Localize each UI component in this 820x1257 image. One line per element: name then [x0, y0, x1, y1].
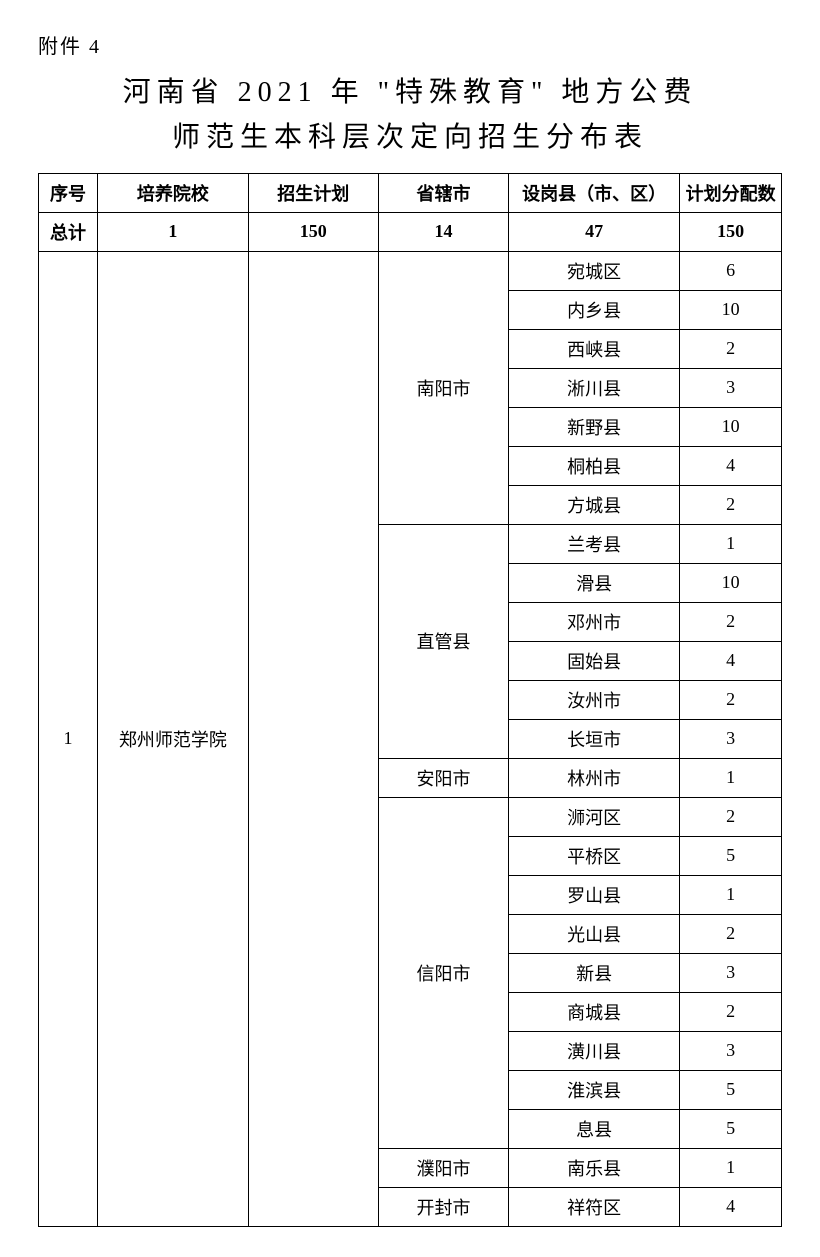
body-school: 郑州师范学院	[98, 251, 249, 1226]
body-allocation: 5	[680, 1109, 782, 1148]
body-city: 信阳市	[378, 797, 508, 1148]
body-allocation: 3	[680, 719, 782, 758]
table-row: 1郑州师范学院南阳市宛城区6	[39, 251, 782, 290]
body-allocation: 1	[680, 758, 782, 797]
table-header-row: 序号 培养院校 招生计划 省辖市 设岗县（市、区） 计划分配数	[39, 173, 782, 212]
body-county: 淮滨县	[509, 1070, 680, 1109]
body-county: 光山县	[509, 914, 680, 953]
total-county: 47	[509, 212, 680, 251]
body-county: 滑县	[509, 563, 680, 602]
body-allocation: 4	[680, 1187, 782, 1226]
body-city: 南阳市	[378, 251, 508, 524]
body-allocation: 1	[680, 875, 782, 914]
body-county: 邓州市	[509, 602, 680, 641]
body-city: 濮阳市	[378, 1148, 508, 1187]
total-allocation: 150	[680, 212, 782, 251]
body-allocation: 5	[680, 1070, 782, 1109]
body-city: 直管县	[378, 524, 508, 758]
body-county: 汝州市	[509, 680, 680, 719]
body-county: 息县	[509, 1109, 680, 1148]
body-county: 兰考县	[509, 524, 680, 563]
title-line-2: 师范生本科层次定向招生分布表	[172, 122, 648, 153]
header-plan: 招生计划	[248, 173, 378, 212]
body-seq: 1	[39, 251, 98, 1226]
title-line-1: 河南省 2021 年 "特殊教育" 地方公费	[123, 77, 698, 108]
body-allocation: 2	[680, 914, 782, 953]
body-allocation: 2	[680, 485, 782, 524]
body-allocation: 5	[680, 836, 782, 875]
body-county: 新野县	[509, 407, 680, 446]
attachment-label: 附件 4	[38, 30, 782, 59]
body-allocation: 10	[680, 407, 782, 446]
total-city: 14	[378, 212, 508, 251]
total-school: 1	[98, 212, 249, 251]
header-city: 省辖市	[378, 173, 508, 212]
body-allocation: 6	[680, 251, 782, 290]
total-label: 总计	[39, 212, 98, 251]
body-county: 平桥区	[509, 836, 680, 875]
body-county: 浉河区	[509, 797, 680, 836]
body-county: 南乐县	[509, 1148, 680, 1187]
body-city: 安阳市	[378, 758, 508, 797]
body-county: 宛城区	[509, 251, 680, 290]
body-county: 新县	[509, 953, 680, 992]
body-allocation: 3	[680, 368, 782, 407]
header-county: 设岗县（市、区）	[509, 173, 680, 212]
body-county: 方城县	[509, 485, 680, 524]
body-allocation: 4	[680, 446, 782, 485]
table-total-row: 总计 1 150 14 47 150	[39, 212, 782, 251]
body-allocation: 4	[680, 641, 782, 680]
body-allocation: 2	[680, 992, 782, 1031]
body-city: 开封市	[378, 1187, 508, 1226]
body-county: 罗山县	[509, 875, 680, 914]
body-allocation: 2	[680, 602, 782, 641]
body-allocation: 2	[680, 329, 782, 368]
body-county: 淅川县	[509, 368, 680, 407]
allocation-table: 序号 培养院校 招生计划 省辖市 设岗县（市、区） 计划分配数 总计 1 150…	[38, 173, 782, 1227]
header-seq: 序号	[39, 173, 98, 212]
body-county: 林州市	[509, 758, 680, 797]
body-allocation: 2	[680, 797, 782, 836]
header-allocation: 计划分配数	[680, 173, 782, 212]
body-allocation: 10	[680, 290, 782, 329]
body-plan	[248, 251, 378, 1226]
body-county: 长垣市	[509, 719, 680, 758]
table-body: 1郑州师范学院南阳市宛城区6内乡县10西峡县2淅川县3新野县10桐柏县4方城县2…	[39, 251, 782, 1226]
body-county: 商城县	[509, 992, 680, 1031]
body-county: 桐柏县	[509, 446, 680, 485]
body-county: 潢川县	[509, 1031, 680, 1070]
body-county: 西峡县	[509, 329, 680, 368]
page-title: 河南省 2021 年 "特殊教育" 地方公费 师范生本科层次定向招生分布表	[38, 71, 782, 161]
header-school: 培养院校	[98, 173, 249, 212]
body-allocation: 1	[680, 1148, 782, 1187]
body-allocation: 1	[680, 524, 782, 563]
total-plan: 150	[248, 212, 378, 251]
body-county: 祥符区	[509, 1187, 680, 1226]
body-county: 内乡县	[509, 290, 680, 329]
body-allocation: 2	[680, 680, 782, 719]
body-county: 固始县	[509, 641, 680, 680]
body-allocation: 10	[680, 563, 782, 602]
body-allocation: 3	[680, 1031, 782, 1070]
body-allocation: 3	[680, 953, 782, 992]
